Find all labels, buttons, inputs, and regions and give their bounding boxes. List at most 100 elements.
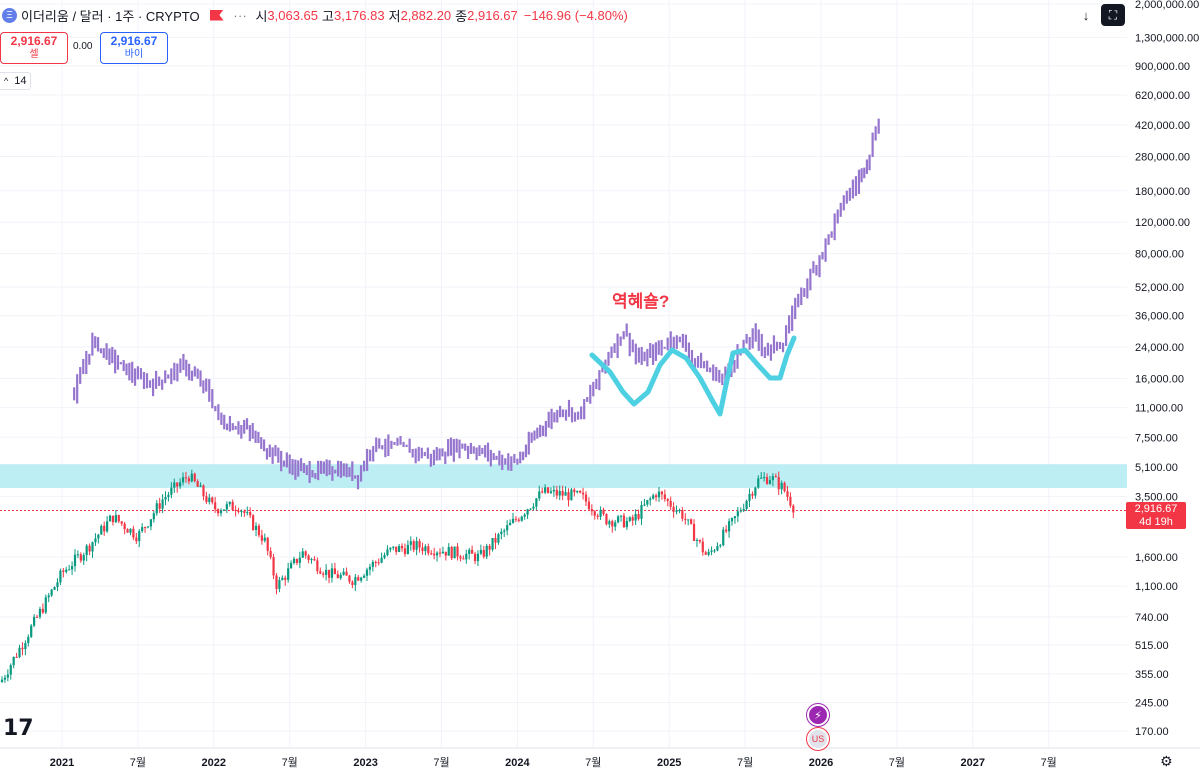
candle-body [158,503,161,509]
candle-body [409,541,412,545]
candle-body [135,537,138,542]
fractal-bar [742,339,745,354]
fractal-bar [484,445,487,458]
fractal-bar [254,430,257,443]
pattern-annotation[interactable]: 역혜숄? [612,292,670,311]
fractal-bar [190,370,194,381]
candle-body [596,515,599,517]
candle-body [587,501,591,510]
lightning-icon[interactable]: ⚡ [807,704,829,726]
candle-body [181,477,185,483]
y-tick-label: 280,000.00 [1135,152,1190,164]
candle-body [584,494,588,502]
support-zone[interactable] [0,464,1127,488]
y-tick-label: 1,100.00 [1135,581,1178,593]
candle-body [538,491,541,499]
price-axis[interactable]: 2,000,000.00 1,300,000.00 900,000.00 620,00… [1135,0,1199,738]
candle-body [511,518,515,523]
candle-body [541,491,544,493]
candle-body [529,508,532,510]
candle-body [725,529,728,532]
gear-icon[interactable]: ⚙ [1160,753,1173,769]
fractal-bar [510,456,513,471]
download-icon[interactable]: ↓ [1082,7,1090,23]
fractal-bar [715,366,718,382]
candle-body [310,559,313,561]
study-legend[interactable]: ^ 14 [0,72,32,90]
candle-body [190,473,193,482]
candle-body [47,595,50,598]
buy-button[interactable]: 2,916.67 바이 [100,32,168,64]
candle-body [678,510,681,512]
candle-body [681,510,684,519]
close-value: 2,916.67 [467,7,518,23]
chevron-up-icon[interactable]: ^ [4,76,9,86]
candle-body [103,525,106,532]
candle-body [561,490,564,496]
fractal-bar [260,437,263,449]
symbol-title[interactable]: 이더리움 / 달러 · 1주 · CRYPTO [21,8,200,24]
fractal-bar [504,458,507,465]
x-tick-label: 2024 [505,757,530,769]
fractal-bar [684,334,687,352]
tradingview-logo[interactable]: 17 [3,716,34,741]
fractal-bar [634,343,637,365]
candle-body [202,485,205,497]
fractal-bar [610,346,613,359]
candle-body [637,514,640,519]
fractal-bar [438,448,441,461]
y-tick-label: 1,300,000.00 [1135,32,1199,44]
sell-button[interactable]: 2,916.67 셀 [0,32,68,64]
fractal-bar [539,424,542,438]
candle-body [774,476,777,478]
x-tick-label: 7월 [282,756,298,769]
fractal-bar [583,399,586,420]
fractal-bar [757,329,760,351]
fractal-bar [359,465,363,482]
candle-body [465,553,468,560]
candle-body [523,514,526,517]
fractal-bar [848,187,851,201]
y-tick-label: 740.00 [1135,612,1169,624]
fractal-bar [622,331,625,340]
flag-icon[interactable] [209,9,224,21]
time-axis[interactable]: 2021 7월 2022 7월 2023 7월 2024 7월 2025 7월 2026 7월 2027… [0,747,1200,769]
fractal-bar [339,461,343,478]
inverse-hs-drawing[interactable] [589,335,797,417]
fractal-bar [524,444,528,458]
candle-body [295,558,299,563]
candle-body [687,519,690,521]
fractal-bar [513,453,516,464]
candle-body [68,569,71,571]
candle-body [383,555,386,558]
fractal-bar [268,444,271,458]
fractal-bar [366,448,369,471]
candle-body [491,538,494,550]
fractal-bar [580,406,583,420]
fractal-bar [196,368,199,379]
fractal-bar [854,176,858,197]
candle-body [56,582,59,588]
more-icon[interactable]: ∙∙∙ [233,7,248,23]
candle-body [100,525,103,535]
fractal-bar [586,397,589,402]
fractal-bar [772,335,776,354]
candle-body [18,647,21,658]
candle-body [161,499,164,509]
fractal-bar [577,411,580,420]
candle-body [287,568,290,580]
candle-body [395,546,398,552]
candle-body [570,489,573,501]
fractal-bar [601,366,604,373]
candle-body [684,518,687,520]
fractal-bar [322,461,325,474]
fractal-bar [573,412,577,422]
us-flag-icon[interactable]: US [807,728,829,750]
fractal-bar [245,418,249,430]
change-value: −146.96 (−4.80%) [523,7,628,23]
candle-body [123,523,126,530]
spread-value: 0.00 [73,41,93,52]
fullscreen-icon[interactable]: ⛶ [1101,4,1125,26]
candle-body [362,575,366,578]
